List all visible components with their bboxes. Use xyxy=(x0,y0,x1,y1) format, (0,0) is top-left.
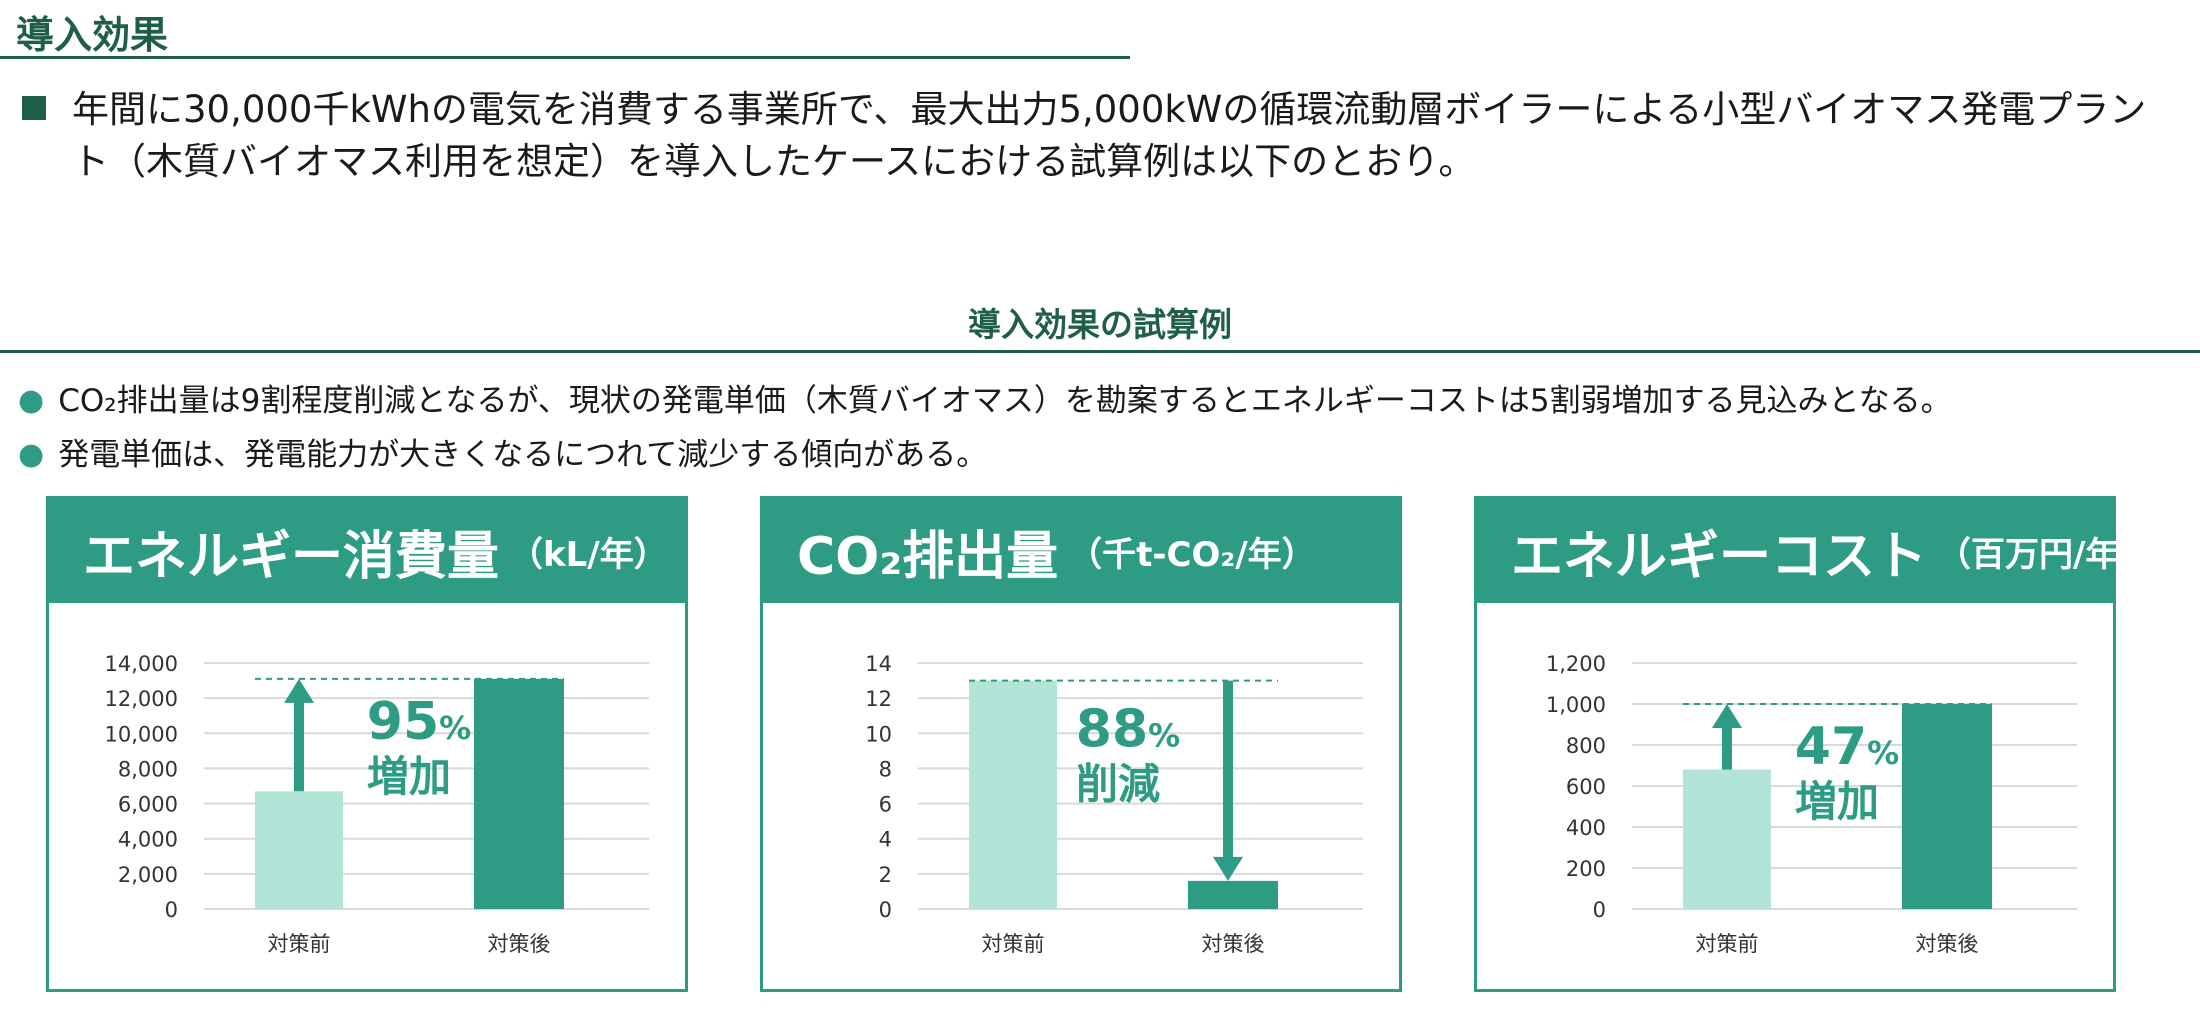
up-arrow-icon xyxy=(284,678,314,703)
title-underline xyxy=(0,56,1130,59)
bar xyxy=(1188,880,1278,909)
annotation-percent-sign: % xyxy=(1148,717,1180,755)
y-tick-label: 8 xyxy=(879,757,892,781)
lead-paragraph: 年間に30,000千kWhの電気を消費する事業所で、最大出力5,000kWの循環… xyxy=(22,84,2172,188)
y-tick-label: 800 xyxy=(1566,734,1606,758)
annotation-percent-number: 95 xyxy=(367,692,439,752)
y-tick-label: 2,000 xyxy=(118,863,178,887)
section-underline xyxy=(0,350,2200,353)
y-tick-label: 0 xyxy=(165,898,178,922)
bullet-text: 発電単価は、発電能力が大きくなるにつれて減少する傾向がある。 xyxy=(58,437,988,473)
y-tick-label: 200 xyxy=(1566,857,1606,881)
energy-chart: 0 2,000 4,000 6,000 8,000 10,000 12,000 14,000 対… xyxy=(105,652,649,956)
annotation-percent: 95% xyxy=(367,692,471,752)
chart-panel-energy: エネルギー消費量 （kL/年） 0 2,000 4,000 6,000 8,000 10,… xyxy=(46,496,688,992)
y-tick-label: 600 xyxy=(1566,775,1606,799)
y-tick-label: 14 xyxy=(865,652,892,676)
y-tick-label: 0 xyxy=(1593,898,1606,922)
y-tick-label: 14,000 xyxy=(105,652,178,676)
annotation-label: 増加 xyxy=(1795,777,1879,826)
annotation-percent: 88% xyxy=(1076,700,1180,760)
down-arrow-icon xyxy=(1213,856,1243,881)
annotation-percent: 47% xyxy=(1795,717,1899,777)
bullet-list: ● CO₂排出量は9割程度削減となるが、現状の発電単価（木質バイオマス）を勘案す… xyxy=(18,374,1952,482)
y-tick-label: 12,000 xyxy=(105,687,178,711)
y-tick-label: 2 xyxy=(879,863,892,887)
y-tick-label: 12 xyxy=(865,687,892,711)
chart-title: CO₂排出量 xyxy=(797,526,1059,587)
section-title: 導入効果の試算例 xyxy=(968,305,1232,344)
bullet-item: ● 発電単価は、発電能力が大きくなるにつれて減少する傾向がある。 xyxy=(18,428,1952,482)
annotation-percent-number: 88 xyxy=(1076,700,1148,760)
chart-header: エネルギー消費量 （kL/年） xyxy=(49,499,685,603)
page-title: 導入効果 xyxy=(16,13,169,57)
chart-header: エネルギーコスト （百万円/年） xyxy=(1477,499,2153,603)
chart-unit: （kL/年） xyxy=(509,534,668,575)
chart-unit: （百万円/年） xyxy=(1937,534,2154,575)
square-bullet-icon xyxy=(22,96,46,120)
chart-unit: （千t-CO₂/年） xyxy=(1068,534,1316,575)
up-arrow-icon xyxy=(1712,704,1742,728)
dot-bullet-icon: ● xyxy=(18,383,45,418)
bar xyxy=(1902,704,1992,909)
y-tick-label: 10,000 xyxy=(105,722,178,746)
y-tick-label: 6 xyxy=(879,793,892,817)
annotation-percent-number: 47 xyxy=(1795,717,1867,777)
x-tick-label: 対策後 xyxy=(1202,932,1265,956)
y-tick-label: 1,000 xyxy=(1546,693,1606,717)
x-tick-label: 対策前 xyxy=(1696,932,1759,956)
lead-text: 年間に30,000千kWhの電気を消費する事業所で、最大出力5,000kWの循環… xyxy=(72,88,2147,183)
dot-bullet-icon: ● xyxy=(18,437,45,472)
chart-header: CO₂排出量 （千t-CO₂/年） xyxy=(763,499,1399,603)
bullet-item: ● CO₂排出量は9割程度削減となるが、現状の発電単価（木質バイオマス）を勘案す… xyxy=(18,374,1952,428)
annotation-percent-sign: % xyxy=(1867,734,1899,772)
x-tick-label: 対策後 xyxy=(488,932,551,956)
y-tick-label: 10 xyxy=(865,722,892,746)
bar xyxy=(969,680,1057,909)
x-tick-label: 対策前 xyxy=(268,932,331,956)
x-tick-label: 対策前 xyxy=(982,932,1045,956)
chart-title: エネルギーコスト xyxy=(1511,526,1928,587)
y-tick-label: 1,200 xyxy=(1546,652,1606,676)
bar xyxy=(474,678,564,909)
y-tick-label: 4 xyxy=(879,828,892,852)
y-tick-label: 8,000 xyxy=(118,757,178,781)
y-tick-label: 4,000 xyxy=(118,828,178,852)
x-tick-label: 対策後 xyxy=(1916,932,1979,956)
annotation-percent-sign: % xyxy=(439,709,471,747)
chart-panel-co2: CO₂排出量 （千t-CO₂/年） 0 2 4 6 8 10 12 14 対策前 対策後 88% 削減 xyxy=(760,496,1402,992)
bullet-text: CO₂排出量は9割程度削減となるが、現状の発電単価（木質バイオマス）を勘案すると… xyxy=(58,383,1952,419)
annotation-label: 増加 xyxy=(367,752,451,801)
annotation-label: 削減 xyxy=(1076,760,1160,809)
chart-panel-cost: エネルギーコスト （百万円/年） 0 200 400 600 800 1,000 1,200… xyxy=(1474,496,2153,992)
bar xyxy=(1683,769,1771,909)
y-tick-label: 0 xyxy=(879,898,892,922)
bar xyxy=(255,791,343,909)
y-tick-label: 6,000 xyxy=(118,793,178,817)
y-tick-label: 400 xyxy=(1566,816,1606,840)
chart-title: エネルギー消費量 xyxy=(83,526,500,587)
